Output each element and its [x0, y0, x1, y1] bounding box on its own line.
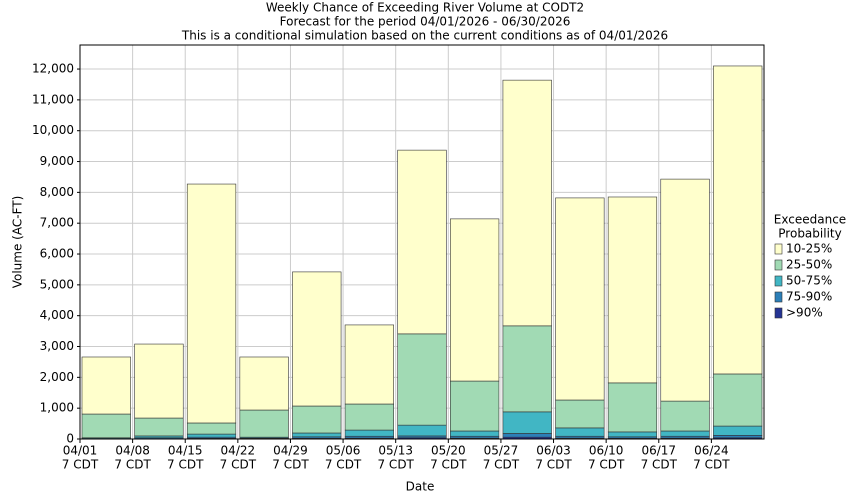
y-tick-label: 7,000: [40, 216, 74, 230]
legend-swatch: [774, 243, 783, 255]
x-tick-label: 06/10: [589, 444, 624, 458]
x-tick-label: 7 CDT: [325, 458, 362, 472]
y-tick-label: 10,000: [32, 123, 74, 137]
bar-segment: [502, 79, 552, 327]
x-tick-label: 7 CDT: [693, 458, 730, 472]
bar-segment: [607, 382, 658, 433]
x-tick-label: 06/17: [641, 444, 676, 458]
bar-segment: [450, 218, 500, 382]
legend-title: Probability: [778, 227, 841, 241]
x-tick-label: 7 CDT: [62, 458, 99, 472]
x-tick-label: 05/13: [378, 444, 413, 458]
bar-segment: [502, 325, 552, 413]
x-tick-label: 7 CDT: [483, 458, 520, 472]
legend-label: 10-25%: [786, 242, 832, 256]
bar-segment: [660, 430, 710, 437]
x-tick-label: 7 CDT: [588, 458, 625, 472]
bar-segment: [186, 183, 237, 424]
x-tick-label: 05/27: [484, 444, 519, 458]
bar-segment: [397, 333, 447, 426]
x-tick-label: 04/08: [115, 444, 150, 458]
bar-segment: [660, 178, 710, 402]
x-tick-label: 7 CDT: [114, 458, 151, 472]
y-tick-label: 3,000: [40, 339, 74, 353]
bar-segment: [555, 399, 605, 429]
bar-segment: [239, 356, 289, 411]
bar-segment: [660, 400, 710, 432]
chart-title: Weekly Chance of Exceeding River Volume …: [266, 1, 584, 15]
x-tick-label: 05/20: [431, 444, 466, 458]
x-tick-label: 04/29: [273, 444, 308, 458]
bar-segment: [344, 403, 394, 431]
bar-segment: [607, 431, 658, 438]
x-tick-label: 7 CDT: [167, 458, 204, 472]
y-axis-label: Volume (AC-FT): [11, 196, 25, 289]
x-tick-label: 06/03: [536, 444, 571, 458]
x-tick-label: 04/22: [221, 444, 256, 458]
bar-segment: [292, 432, 342, 438]
bar-segment: [292, 271, 342, 407]
bar-segment: [555, 197, 605, 401]
bar-segment: [397, 149, 447, 335]
chart-subtitle: This is a conditional simulation based o…: [181, 29, 668, 43]
legend-title: Exceedance: [774, 213, 846, 227]
bar-segment: [450, 430, 500, 437]
bar-segment: [713, 65, 763, 375]
bar-segment: [186, 422, 237, 435]
bar-segment: [555, 427, 605, 437]
y-tick-label: 0: [66, 432, 74, 446]
bar-segment: [502, 433, 552, 438]
bar-segment: [713, 425, 763, 436]
y-tick-label: 12,000: [32, 62, 74, 76]
chart-subtitle: Forecast for the period 04/01/2026 - 06/…: [280, 15, 571, 29]
bar-segment: [134, 417, 184, 437]
bar-segment: [713, 435, 763, 439]
legend-label: 50-75%: [786, 274, 832, 288]
x-tick-label: 7 CDT: [535, 458, 572, 472]
x-tick-label: 7 CDT: [430, 458, 467, 472]
bar-segment: [292, 405, 342, 434]
bar-segment: [502, 411, 552, 434]
bar-segment: [713, 373, 763, 427]
plot-border: [79, 44, 765, 440]
x-axis-label: Date: [406, 480, 435, 494]
x-tick-label: 04/01: [63, 444, 98, 458]
x-tick-label: 7 CDT: [272, 458, 309, 472]
y-tick-label: 9,000: [40, 154, 74, 168]
bar-segment: [81, 413, 131, 439]
legend-label: >90%: [786, 306, 823, 320]
bar-segment: [344, 429, 394, 437]
bar-segment: [344, 324, 394, 405]
bar-segment: [186, 433, 237, 438]
x-tick-label: 06/24: [694, 444, 729, 458]
legend-swatch: [774, 275, 783, 287]
x-tick-label: 7 CDT: [377, 458, 414, 472]
x-tick-label: 7 CDT: [641, 458, 678, 472]
y-tick-label: 11,000: [32, 92, 74, 106]
x-tick-label: 7 CDT: [220, 458, 257, 472]
bar-segment: [134, 343, 184, 419]
bar-segment: [450, 380, 500, 432]
legend-swatch: [774, 307, 783, 319]
y-tick-label: 8,000: [40, 185, 74, 199]
legend-swatch: [774, 259, 783, 271]
y-tick-label: 4,000: [40, 308, 74, 322]
y-tick-label: 5,000: [40, 277, 74, 291]
legend-label: 25-50%: [786, 258, 832, 272]
bar-segment: [397, 424, 447, 437]
y-tick-label: 6,000: [40, 247, 74, 261]
bar-segment: [607, 196, 658, 384]
x-tick-label: 04/15: [168, 444, 203, 458]
bar-segment: [239, 409, 289, 438]
x-tick-label: 05/06: [326, 444, 361, 458]
bar-segment: [81, 356, 131, 415]
legend-label: 75-90%: [786, 290, 832, 304]
y-tick-label: 2,000: [40, 370, 74, 384]
legend-swatch: [774, 291, 783, 303]
y-tick-label: 1,000: [40, 401, 74, 415]
